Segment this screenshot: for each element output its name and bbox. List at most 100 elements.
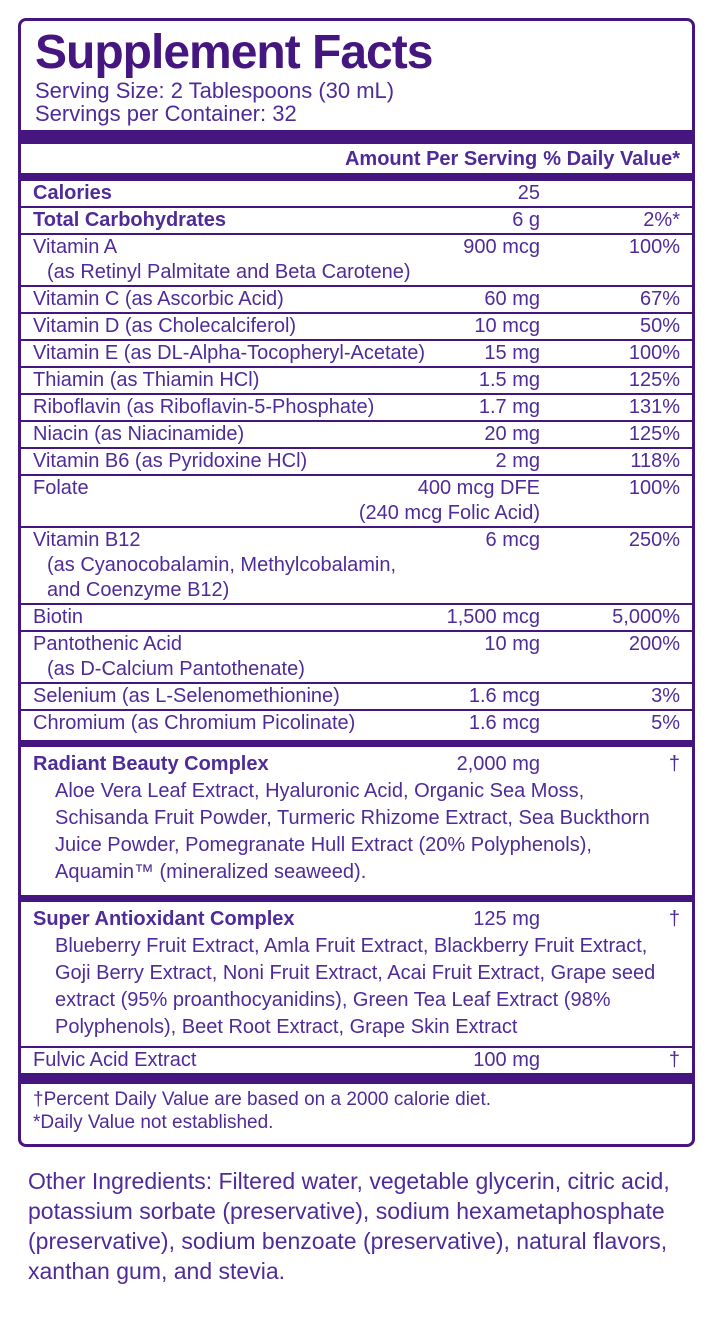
nutrient-rows: Calories 25 Total Carbohydrates 6 g 2%* Vitam…: [21, 181, 692, 1073]
nutrient-amount: 1.7 mg: [478, 396, 540, 418]
nutrient-line: Total Carbohydrates 6 g 2%*: [33, 208, 680, 233]
nutrient-line: Vitamin D (as Cholecalciferol) 10 mcg 50%: [33, 314, 680, 339]
nutrient-line: Calories 25: [33, 181, 680, 206]
nutrient-amount: 125 mg: [473, 908, 540, 930]
nutrient-line: Folate 400 mcg DFE 100%: [33, 476, 680, 501]
nutrient-name: Fulvic Acid Extract: [33, 1049, 197, 1071]
nutrient-dv: 125%: [628, 423, 680, 445]
nutrient-row: Vitamin E (as DL-Alpha-Tocopheryl-Acetat…: [21, 341, 692, 368]
nutrient-line: Thiamin (as Thiamin HCl) 1.5 mg 125%: [33, 368, 680, 393]
nutrient-amount: 900 mcg: [463, 236, 540, 258]
nutrient-amount: 100 mg: [473, 1049, 540, 1071]
nutrient-name: Folate: [33, 477, 89, 499]
nutrient-line: Selenium (as L-Selenomethionine) 1.6 mcg 3…: [33, 684, 680, 709]
nutrient-name: Vitamin C (as Ascorbic Acid): [33, 288, 284, 310]
footnote-not-established: *Daily Value not established.: [33, 1112, 274, 1133]
nutrient-row: Super Antioxidant Complex 125 mg † Blueberr…: [21, 902, 692, 1048]
nutrient-amount: 1,500 mcg: [446, 606, 540, 628]
nutrient-amount: 400 mcg DFE: [417, 477, 540, 499]
nutrient-row: Folate 400 mcg DFE 100% (240 mcg Folic Acid…: [21, 476, 692, 528]
nutrient-amount: 60 mg: [484, 288, 540, 310]
nutrient-line: Vitamin B12 6 mcg 250%: [33, 528, 680, 553]
nutrient-line: Super Antioxidant Complex 125 mg †: [33, 902, 680, 932]
nutrient-amount: 1.5 mg: [478, 369, 540, 391]
nutrient-dv: 5,000%: [612, 606, 680, 628]
nutrient-dv: 200%: [628, 633, 680, 655]
complex-ingredients: Aloe Vera Leaf Extract, Hyaluronic Acid,…: [55, 780, 650, 883]
nutrient-name: Vitamin B12: [33, 529, 141, 551]
nutrient-name: Total Carbohydrates: [33, 209, 226, 231]
nutrient-dv: †: [668, 1049, 680, 1071]
nutrient-name: Radiant Beauty Complex: [33, 753, 269, 775]
nutrient-dv: 125%: [628, 369, 680, 391]
nutrient-row: Chromium (as Chromium Picolinate) 1.6 mcg…: [21, 711, 692, 747]
nutrient-name: Riboflavin (as Riboflavin-5-Phosphate): [33, 396, 375, 418]
nutrient-line: Chromium (as Chromium Picolinate) 1.6 mcg…: [33, 711, 680, 736]
nutrient-name: Vitamin E (as DL-Alpha-Tocopheryl-Acetat…: [33, 342, 426, 364]
nutrient-dv: †: [668, 753, 680, 775]
nutrient-row: Niacin (as Niacinamide) 20 mg 125%: [21, 422, 692, 449]
nutrient-dv: 3%: [651, 685, 680, 707]
panel-title: Supplement Facts: [35, 26, 433, 79]
nutrient-dv: 2%*: [643, 209, 680, 231]
nutrient-row: Calories 25: [21, 181, 692, 208]
nutrient-line: Vitamin B6 (as Pyridoxine HCl) 2 mg 118%: [33, 449, 680, 474]
footnote-daily-value: †Percent Daily Value are based on a 2000…: [33, 1089, 492, 1110]
supplement-facts-panel: Supplement Facts Serving Size: 2 Tablesp…: [18, 18, 695, 1147]
nutrient-subline: (as Cyanocobalamin, Methylcobalamin,: [47, 554, 397, 576]
nutrient-dv: 131%: [628, 396, 680, 418]
nutrient-dv: 100%: [628, 477, 680, 499]
nutrient-amount: 20 mg: [484, 423, 540, 445]
divider-medium-header: [21, 173, 692, 181]
nutrient-row: Vitamin B6 (as Pyridoxine HCl) 2 mg 118%: [21, 449, 692, 476]
amount-per-serving-header: Amount Per Serving: [344, 148, 538, 170]
nutrient-subline: (as D-Calcium Pantothenate): [47, 658, 305, 680]
nutrient-dv: 250%: [628, 529, 680, 551]
nutrient-amount: 15 mg: [484, 342, 540, 364]
divider-thick-top: [21, 130, 692, 144]
nutrient-name: Calories: [33, 182, 112, 204]
nutrient-line: Riboflavin (as Riboflavin-5-Phosphate) 1.…: [33, 395, 680, 420]
nutrient-row: Riboflavin (as Riboflavin-5-Phosphate) 1.…: [21, 395, 692, 422]
nutrient-row: Fulvic Acid Extract 100 mg †: [21, 1048, 692, 1073]
nutrient-amount: 25: [517, 182, 540, 204]
nutrient-row: Pantothenic Acid 10 mg 200% (as D-Calcium P…: [21, 632, 692, 684]
nutrient-row: Vitamin B12 6 mcg 250% (as Cyanocobalamin, …: [21, 528, 692, 605]
other-ingredients: Other Ingredients: Filtered water, veget…: [28, 1168, 670, 1284]
nutrient-row: Vitamin D (as Cholecalciferol) 10 mcg 50%: [21, 314, 692, 341]
nutrient-dv: 100%: [628, 342, 680, 364]
nutrient-line: Vitamin C (as Ascorbic Acid) 60 mg 67%: [33, 287, 680, 312]
nutrient-dv: †: [668, 908, 680, 930]
nutrient-dv: 50%: [639, 315, 680, 337]
nutrient-row: Selenium (as L-Selenomethionine) 1.6 mcg 3…: [21, 684, 692, 711]
complex-ingredients: Blueberry Fruit Extract, Amla Fruit Extr…: [55, 935, 656, 1038]
nutrient-dv: 5%: [651, 712, 680, 734]
nutrient-amount: 10 mg: [484, 633, 540, 655]
nutrient-name: Pantothenic Acid: [33, 633, 182, 655]
nutrient-line: Vitamin A 900 mcg 100%: [33, 235, 680, 260]
nutrient-name: Chromium (as Chromium Picolinate): [33, 712, 356, 734]
nutrient-dv: 67%: [639, 288, 680, 310]
nutrient-row: Total Carbohydrates 6 g 2%*: [21, 208, 692, 235]
nutrient-name: Biotin: [33, 606, 84, 628]
nutrient-line: Biotin 1,500 mcg 5,000%: [33, 605, 680, 630]
nutrient-amount: 1.6 mcg: [468, 712, 540, 734]
nutrient-name: Thiamin (as Thiamin HCl): [33, 369, 260, 391]
nutrient-amount: 2,000 mg: [456, 753, 540, 775]
nutrient-name: Vitamin A: [33, 236, 118, 258]
nutrient-line: Vitamin E (as DL-Alpha-Tocopheryl-Acetat…: [33, 341, 680, 366]
nutrient-name: Niacin (as Niacinamide): [33, 423, 245, 445]
nutrient-subline: (as Retinyl Palmitate and Beta Carotene): [47, 261, 411, 283]
serving-size: Serving Size: 2 Tablespoons (30 mL): [35, 78, 395, 103]
nutrient-name: Vitamin B6 (as Pyridoxine HCl): [33, 450, 308, 472]
nutrient-row: Thiamin (as Thiamin HCl) 1.5 mg 125%: [21, 368, 692, 395]
nutrient-row: Biotin 1,500 mcg 5,000%: [21, 605, 692, 632]
nutrient-dv: 118%: [630, 450, 680, 472]
nutrient-line: Fulvic Acid Extract 100 mg †: [33, 1048, 680, 1073]
servings-per-container: Servings per Container: 32: [35, 101, 297, 126]
nutrient-line: Niacin (as Niacinamide) 20 mg 125%: [33, 422, 680, 447]
nutrient-subline: (240 mcg Folic Acid): [358, 502, 540, 524]
nutrient-name: Vitamin D (as Cholecalciferol): [33, 315, 297, 337]
nutrient-line: Pantothenic Acid 10 mg 200%: [33, 632, 680, 657]
footnotes: †Percent Daily Value are based on a 2000…: [21, 1073, 692, 1136]
